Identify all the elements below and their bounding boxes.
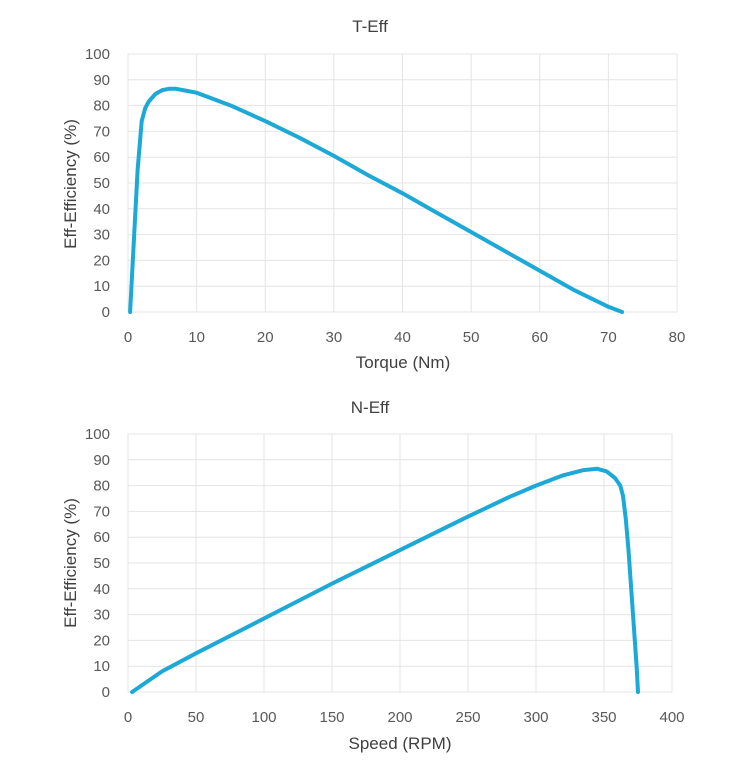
- y-tick-label: 0: [102, 684, 110, 701]
- series-line: [130, 466, 640, 694]
- y-tick-label: 90: [93, 452, 110, 469]
- series-line: [128, 86, 625, 314]
- n-eff-chart: N-Eff 0 10 20 30 40 50 60 70 80 90 100 0 50 100 150 20…: [61, 398, 685, 753]
- x-tick-labels: 0 10 20 30 40 50 60 70 80: [124, 329, 686, 346]
- series: [130, 466, 640, 694]
- y-tick-label: 70: [93, 503, 110, 520]
- grid: [127, 433, 673, 693]
- x-tick-label: 30: [326, 329, 343, 346]
- y-tick-label: 30: [93, 607, 110, 624]
- x-tick-label: 50: [463, 329, 480, 346]
- y-axis-title: Eff-Efficiency (%): [61, 498, 80, 628]
- x-tick-label: 60: [531, 329, 548, 346]
- y-tick-label: 80: [93, 478, 110, 495]
- x-tick-label: 250: [455, 709, 480, 726]
- y-axis-title: Eff-Efficiency (%): [61, 119, 80, 249]
- plot-area: [127, 433, 673, 693]
- x-tick-label: 40: [394, 329, 411, 346]
- y-tick-label: 0: [102, 304, 110, 321]
- x-tick-label: 300: [523, 709, 548, 726]
- x-tick-label: 100: [251, 709, 276, 726]
- x-tick-label: 10: [188, 329, 205, 346]
- x-axis-title: Torque (Nm): [356, 353, 450, 372]
- y-tick-label: 50: [93, 555, 110, 572]
- series: [128, 86, 625, 314]
- y-tick-label: 30: [93, 227, 110, 244]
- y-tick-label: 90: [93, 72, 110, 89]
- y-tick-label: 100: [85, 426, 110, 443]
- plot-area: [127, 53, 678, 313]
- y-tick-label: 100: [85, 46, 110, 63]
- y-tick-label: 50: [93, 175, 110, 192]
- x-tick-label: 70: [600, 329, 617, 346]
- plot-border: [127, 53, 678, 313]
- x-tick-label: 400: [659, 709, 684, 726]
- plot-border: [127, 433, 673, 693]
- y-tick-labels: 0 10 20 30 40 50 60 70 80 90 100: [85, 46, 110, 321]
- x-tick-label: 0: [124, 709, 132, 726]
- x-tick-label: 0: [124, 329, 132, 346]
- x-tick-label: 80: [669, 329, 686, 346]
- y-tick-label: 60: [93, 529, 110, 546]
- x-tick-label: 350: [591, 709, 616, 726]
- y-tick-label: 10: [93, 278, 110, 295]
- x-axis-title: Speed (RPM): [349, 734, 452, 753]
- x-tick-label: 200: [387, 709, 412, 726]
- y-tick-label: 40: [93, 201, 110, 218]
- x-tick-label: 20: [257, 329, 274, 346]
- t-eff-chart: T-Eff 0 10 20 30 40 50 60 70 80 90 100 0 10 20 30 40 50…: [61, 17, 685, 372]
- grid: [127, 53, 678, 313]
- chart-title: N-Eff: [351, 398, 390, 417]
- x-tick-label: 150: [319, 709, 344, 726]
- x-tick-label: 50: [188, 709, 205, 726]
- y-tick-label: 60: [93, 149, 110, 166]
- y-tick-label: 20: [93, 252, 110, 269]
- y-tick-label: 40: [93, 581, 110, 598]
- y-tick-label: 10: [93, 658, 110, 675]
- y-tick-label: 20: [93, 632, 110, 649]
- y-tick-labels: 0 10 20 30 40 50 60 70 80 90 100: [85, 426, 110, 701]
- y-tick-label: 70: [93, 123, 110, 140]
- x-tick-labels: 0 50 100 150 200 250 300 350 400: [124, 709, 685, 726]
- chart-title: T-Eff: [352, 17, 388, 36]
- y-tick-label: 80: [93, 98, 110, 115]
